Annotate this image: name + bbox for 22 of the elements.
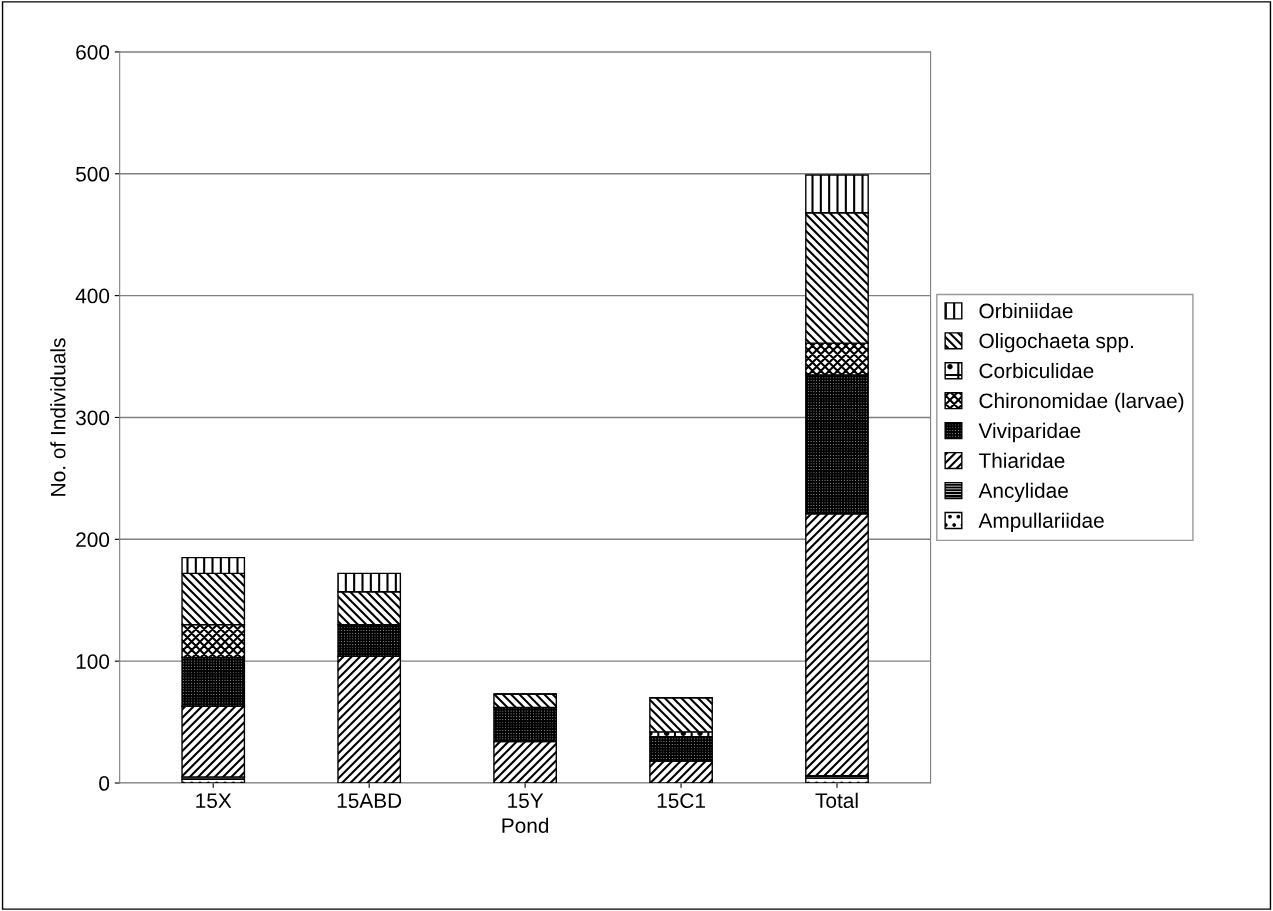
x-tick-label: 15ABD xyxy=(337,793,402,809)
legend-label: Orbiniidae xyxy=(979,302,1073,319)
y-tick-label: 200 xyxy=(76,532,110,548)
y-tick-label: 500 xyxy=(76,166,110,182)
y-axis-title: No. of Individuals xyxy=(50,338,66,496)
x-tick-label: 15C1 xyxy=(657,793,705,809)
legend-label: Ancylidae xyxy=(978,482,1068,503)
x-tick-label: 15X xyxy=(196,793,232,809)
legend-label: Oligochaeta spp. xyxy=(979,332,1133,353)
x-tick-label: 15Y xyxy=(508,793,544,809)
x-axis-title: Pond xyxy=(502,817,549,834)
y-tick-label: 300 xyxy=(75,410,110,426)
legend-label: Viviparidae xyxy=(978,422,1081,443)
legend-label: Corbiculidae xyxy=(979,362,1094,379)
legend-label: Ampullariidae xyxy=(978,512,1104,533)
legend-label: Chironomidae (larvae) xyxy=(979,392,1184,413)
legend-label: Thiaridae xyxy=(978,452,1065,469)
y-tick-label: 0 xyxy=(99,776,110,791)
y-tick-label: 400 xyxy=(75,288,110,304)
y-tick-label: 100 xyxy=(76,654,110,669)
x-tick-label: Total xyxy=(815,792,858,809)
y-tick-label: 600 xyxy=(76,44,110,60)
